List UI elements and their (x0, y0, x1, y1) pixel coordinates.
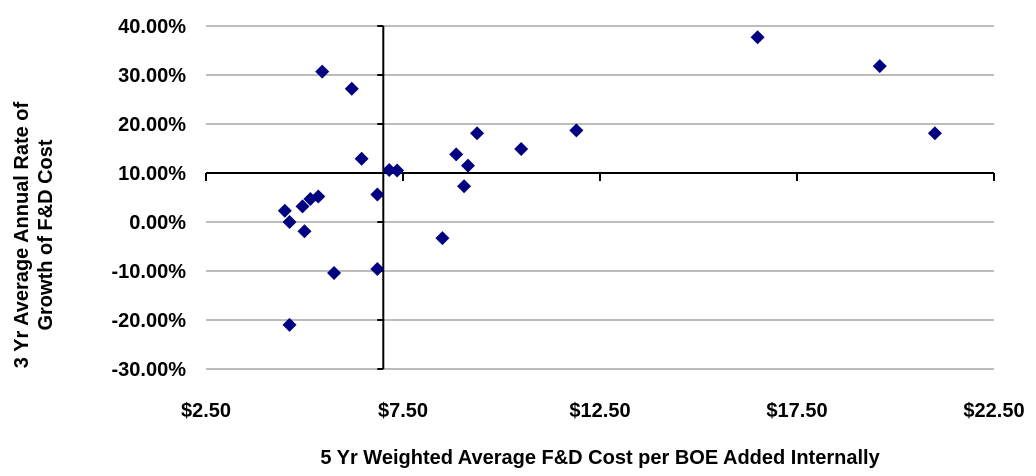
data-point (390, 163, 405, 178)
y-tick-label: 10.00% (118, 163, 186, 185)
axes (205, 25, 995, 370)
data-point (457, 179, 472, 194)
data-point (282, 215, 297, 229)
x-tick-label: $2.50 (181, 400, 231, 422)
data-point (435, 231, 450, 246)
y-tick-label: 20.00% (118, 114, 186, 136)
y-tick-label: -10.00% (112, 261, 187, 283)
y-tick-label: 40.00% (118, 16, 186, 38)
y-tick-label: -20.00% (112, 310, 187, 332)
data-point (282, 317, 297, 332)
tick-labels: 40.00% 30.00% 20.00% 10.00% 0.00% -10.00% -20.… (112, 16, 1025, 422)
data-point (449, 147, 464, 162)
x-tick-label: $17.50 (766, 400, 827, 422)
y-tick-label: -30.00% (112, 359, 187, 381)
y-axis-title: 3 Yr Average Annual Rate of Growth of F&… (11, 101, 57, 368)
y-axis-title-line-2: Growth of F&D Cost (35, 139, 57, 330)
data-point (370, 187, 385, 202)
x-tick-label: $12.50 (569, 400, 630, 422)
data-point (569, 123, 584, 138)
data-point (872, 59, 887, 74)
data-point (277, 203, 292, 218)
y-axis-title-line-1: 3 Yr Average Annual Rate of (11, 101, 33, 368)
data-point (750, 30, 765, 45)
data-points (277, 30, 942, 332)
data-point (311, 189, 326, 204)
x-tick-label: $22.50 (963, 400, 1024, 422)
data-point (315, 64, 330, 79)
data-point (344, 81, 359, 96)
data-point (354, 151, 369, 166)
data-point (514, 141, 529, 156)
data-point (295, 199, 310, 214)
data-point (927, 126, 942, 141)
data-point (370, 262, 385, 277)
data-point (297, 224, 312, 239)
data-point (327, 265, 342, 280)
y-tick-label: 30.00% (118, 65, 186, 87)
x-tick-label: $7.50 (378, 400, 428, 422)
data-point (382, 163, 397, 178)
data-point (470, 126, 485, 141)
x-axis-title: 5 Yr Weighted Average F&D Cost per BOE A… (320, 447, 880, 469)
y-tick-label: 0.00% (129, 212, 186, 234)
data-point (461, 158, 476, 173)
